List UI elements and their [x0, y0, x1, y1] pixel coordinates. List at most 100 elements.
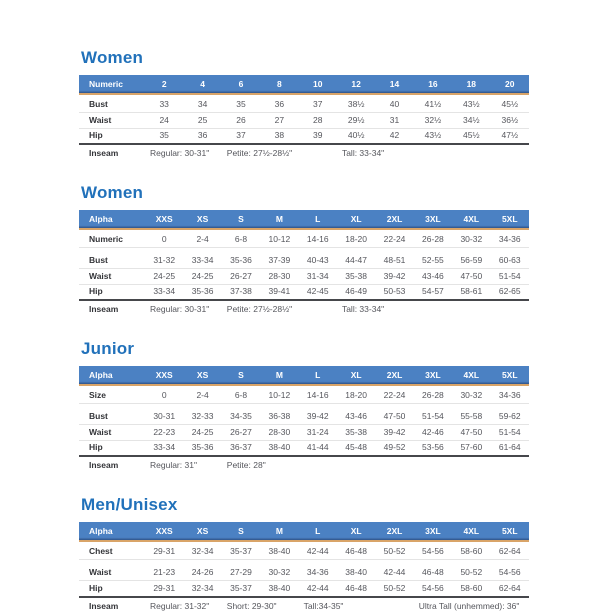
size-value: 40-43 [298, 247, 337, 269]
size-value: 24 [145, 112, 184, 129]
size-value: 6-8 [221, 385, 261, 404]
column-header: 16 [413, 75, 453, 95]
column-header: 2XL [375, 366, 414, 386]
row-label: Bust [79, 247, 145, 269]
size-value: 55-58 [452, 403, 491, 425]
size-value: 22-24 [375, 229, 414, 248]
size-value: 38 [260, 128, 299, 145]
inseam-row: Inseam Regular: 31-32" Short: 29-30" Tall:3… [79, 597, 529, 615]
table-header-row: Alpha XXS XS S M L XL 2XL 3XL 4XL 5XL [79, 210, 529, 230]
size-value: 39-41 [260, 284, 299, 301]
size-value: 35-38 [336, 424, 376, 441]
size-value: 35-38 [336, 268, 376, 285]
spacer-cell [337, 456, 529, 474]
size-value: 2-4 [183, 229, 222, 248]
size-value: 59-62 [490, 403, 529, 425]
row-label: Waist [79, 424, 145, 441]
table-row: Size 0 2-4 6-8 10-12 14-16 18-20 22-24 26-28 30-3… [79, 385, 529, 404]
size-value: 37 [221, 128, 261, 145]
size-value: 10-12 [260, 385, 299, 404]
size-value: 32-34 [183, 541, 222, 560]
column-header: XL [336, 366, 376, 386]
size-value: 41½ [413, 94, 453, 113]
size-value: 27 [260, 112, 299, 129]
column-header: L [298, 210, 337, 230]
size-table: Numeric 2 4 6 8 10 12 14 16 18 20 Bust 33 34 35 36 37 38½… [79, 75, 529, 162]
table-header-row: Alpha XXS XS S M L XL 2XL 3XL 4XL 5XL [79, 522, 529, 542]
table-header-row: Numeric 2 4 6 8 10 12 14 16 18 20 [79, 75, 529, 95]
size-value: 45½ [452, 128, 491, 145]
section-title: Men/Unisex [81, 495, 178, 514]
column-header: XL [336, 522, 376, 542]
size-value: 50-52 [452, 559, 491, 581]
size-value: 38½ [336, 94, 376, 113]
size-value: 26 [221, 112, 261, 129]
size-value: 42-44 [375, 559, 414, 581]
column-header: 2 [145, 75, 184, 95]
column-header: 18 [452, 75, 491, 95]
size-value: 54-56 [413, 580, 453, 598]
row-label: Chest [79, 541, 145, 560]
column-header: 6 [221, 75, 261, 95]
column-header: 14 [375, 75, 414, 95]
size-table: Alpha XXS XS S M L XL 2XL 3XL 4XL 5XL Size 0 2-4 6-8 10… [79, 366, 529, 474]
size-value: 54-56 [413, 541, 453, 560]
size-value: 42-45 [298, 284, 337, 301]
size-value: 34-36 [490, 385, 529, 404]
size-value: 30-32 [452, 229, 491, 248]
size-value: 57-60 [452, 440, 491, 457]
column-header: 4 [183, 75, 222, 95]
size-value: 38-40 [260, 580, 299, 598]
size-value: 43½ [452, 94, 491, 113]
size-value: 45½ [490, 94, 529, 113]
size-value: 39-42 [375, 268, 414, 285]
inseam-value: Tall: 33-34" [341, 148, 385, 158]
table-row: Hip 35 36 37 38 39 40½ 42 43½ 45½ 47½ [79, 128, 529, 145]
size-value: 46-48 [336, 541, 376, 560]
size-value: 29-31 [145, 541, 184, 560]
size-value: 54-56 [490, 559, 529, 581]
size-value: 24-25 [183, 268, 222, 285]
size-value: 48-51 [375, 247, 414, 269]
size-value: 35-37 [221, 541, 261, 560]
size-value: 0 [145, 385, 184, 404]
size-value: 58-61 [452, 284, 491, 301]
size-value: 36½ [490, 112, 529, 129]
size-value: 46-48 [336, 580, 376, 598]
size-value: 40½ [336, 128, 376, 145]
column-header: XXS [145, 210, 184, 230]
row-label: Hip [79, 580, 145, 598]
size-value: 26-28 [413, 229, 453, 248]
size-value: 45-48 [336, 440, 376, 457]
column-header: M [260, 210, 299, 230]
size-table: Alpha XXS XS S M L XL 2XL 3XL 4XL 5XL Chest 29-31 32-… [79, 522, 529, 615]
size-type-header: Alpha [79, 366, 145, 386]
size-value: 54-57 [413, 284, 453, 301]
column-header: M [260, 522, 299, 542]
size-value: 33-34 [145, 440, 184, 457]
size-value: 14-16 [298, 229, 337, 248]
size-value: 31 [375, 112, 414, 129]
size-section-men-unisex: Men/Unisex Alpha XXS XS S M L XL 2XL 3XL 4XL 5XL Ch… [79, 495, 529, 615]
size-value: 39 [298, 128, 337, 145]
table-row: Waist 21-23 24-26 27-29 30-32 34-36 38-40 42-44… [79, 559, 529, 581]
column-header: XS [183, 210, 222, 230]
row-label: Size [79, 385, 145, 404]
size-value: 35-36 [221, 247, 261, 269]
size-value: 44-47 [336, 247, 376, 269]
inseam-value: Tall: 33-34" [341, 304, 385, 314]
size-value: 39-42 [298, 403, 337, 425]
size-value: 42-46 [413, 424, 453, 441]
size-value: 21-23 [145, 559, 184, 581]
table-row: Chest 29-31 32-34 35-37 38-40 42-44 46-48 50-52… [79, 541, 529, 560]
size-value: 26-27 [221, 268, 261, 285]
inseam-value: Petite: 27½-28½" [226, 148, 293, 158]
inseam-value: Regular: 30-31" [150, 148, 210, 158]
size-value: 42 [375, 128, 414, 145]
column-header: 2XL [375, 210, 414, 230]
size-value: 34½ [452, 112, 491, 129]
size-value: 51-54 [490, 268, 529, 285]
size-value: 27-29 [221, 559, 261, 581]
table-row: Bust 33 34 35 36 37 38½ 40 41½ 43½ 45½ [79, 94, 529, 113]
